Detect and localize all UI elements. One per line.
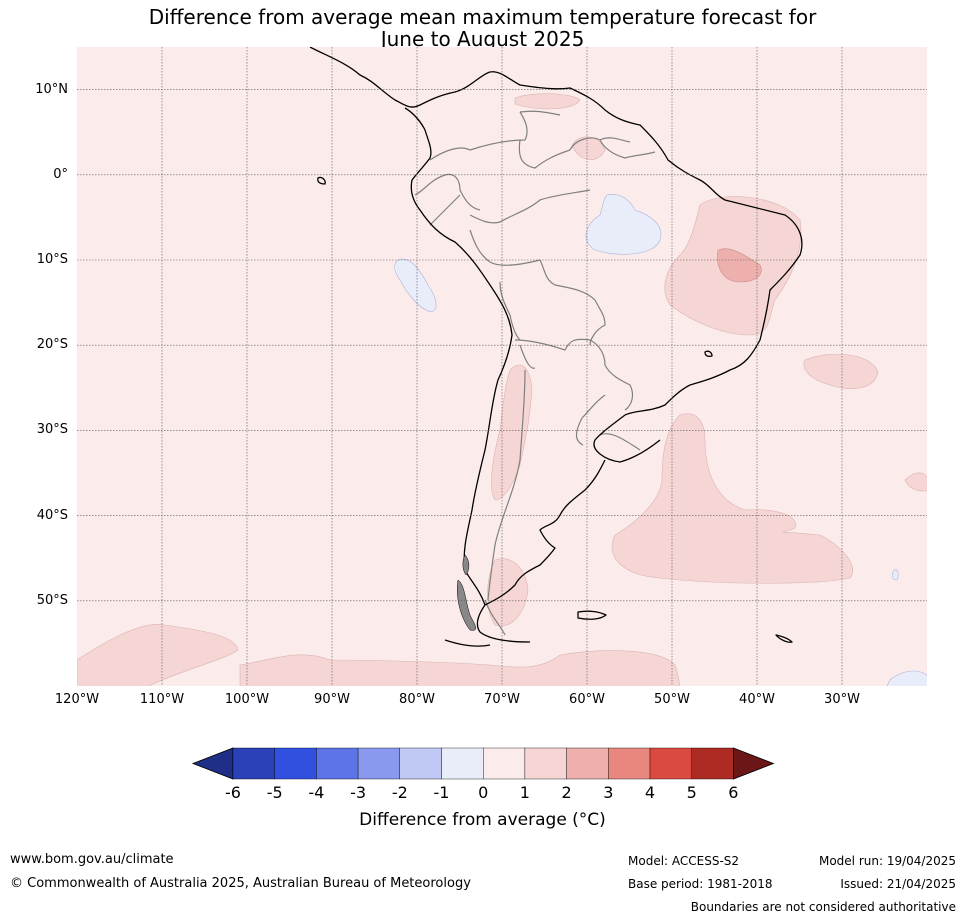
longitude-label: 60°W bbox=[569, 692, 605, 707]
anomaly-minus-1-to-0-regions bbox=[394, 194, 927, 686]
colorbar-tick-label: -6 bbox=[225, 783, 241, 802]
anomaly-2-to-3-region bbox=[717, 248, 762, 283]
colorbar-tick-label: 0 bbox=[478, 783, 489, 802]
colorbar-cell bbox=[608, 747, 651, 780]
colorbar-cell bbox=[357, 747, 401, 780]
colorbar-cell bbox=[441, 747, 484, 780]
longitude-label: 40°W bbox=[739, 692, 775, 707]
colorbar-cell bbox=[524, 747, 567, 780]
longitude-label: 90°W bbox=[314, 692, 350, 707]
latitude-label: 30°S bbox=[36, 422, 68, 438]
colorbar-cell bbox=[483, 747, 526, 780]
longitude-label: 50°W bbox=[654, 692, 690, 707]
colorbar-tick-label: 5 bbox=[686, 783, 697, 802]
map-title-line-1: Difference from average mean maximum tem… bbox=[148, 5, 817, 29]
map-title-line-2: June to August 2025 bbox=[380, 27, 585, 51]
colorbar-tick-label: 2 bbox=[561, 783, 572, 802]
colorbar-cell bbox=[274, 747, 317, 780]
graticule bbox=[77, 47, 927, 686]
forecast-map bbox=[77, 47, 927, 686]
latitude-label: 20°S bbox=[36, 337, 68, 353]
latitude-label: 0° bbox=[53, 166, 68, 182]
longitude-label: 80°W bbox=[399, 692, 435, 707]
latitude-label: 50°S bbox=[36, 592, 68, 608]
longitude-label: 110°W bbox=[139, 692, 185, 707]
colorbar-cell bbox=[649, 747, 692, 780]
base-period: Base period: 1981-2018 bbox=[628, 877, 773, 891]
longitude-label: 30°W bbox=[824, 692, 860, 707]
chile-fjords bbox=[457, 554, 476, 631]
website-link[interactable]: www.bom.gov.au/climate bbox=[10, 852, 174, 867]
colorbar-extend-low bbox=[191, 747, 234, 780]
longitude-label: 120°W bbox=[54, 692, 100, 707]
colorbar-tick-label: -3 bbox=[350, 783, 367, 802]
colorbar-tick-label: 3 bbox=[603, 783, 614, 802]
colorbar-tick-label: 1 bbox=[519, 783, 530, 802]
colorbar-extend-high bbox=[733, 747, 775, 780]
copyright-notice: © Commonwealth of Australia 2025, Austra… bbox=[10, 876, 471, 891]
colorbar-cell bbox=[399, 747, 442, 780]
colorbar-tick-label: -5 bbox=[266, 783, 283, 802]
colorbar-tick-label: -2 bbox=[391, 783, 408, 802]
colorbar-tick-label: -4 bbox=[308, 783, 325, 802]
colorbar-tick-label: 4 bbox=[644, 783, 656, 802]
longitude-label: 100°W bbox=[224, 692, 270, 707]
colorbar-tick-label: -1 bbox=[433, 783, 450, 802]
model-run-date: Model run: 19/04/2025 bbox=[818, 854, 956, 868]
longitude-label: 70°W bbox=[484, 692, 520, 707]
issued-date: Issued: 21/04/2025 bbox=[840, 877, 956, 891]
latitude-label: 10°S bbox=[36, 252, 68, 267]
colorbar-tick-label: 6 bbox=[728, 783, 739, 802]
boundaries-disclaimer: Boundaries are not considered authoritat… bbox=[690, 900, 956, 914]
colorbar-cell bbox=[691, 747, 734, 780]
colorbar-cell bbox=[566, 747, 609, 780]
model-name: Model: ACCESS-S2 bbox=[628, 854, 740, 868]
colorbar-cell bbox=[232, 747, 275, 780]
coastlines bbox=[309, 47, 803, 647]
colorbar-label: Difference from average (°C) bbox=[359, 810, 606, 830]
country-borders bbox=[414, 110, 656, 636]
colorbar bbox=[191, 747, 775, 780]
latitude-label: 10°N bbox=[35, 81, 68, 97]
latitude-label: 40°S bbox=[36, 507, 68, 523]
colorbar-cell bbox=[316, 747, 359, 780]
